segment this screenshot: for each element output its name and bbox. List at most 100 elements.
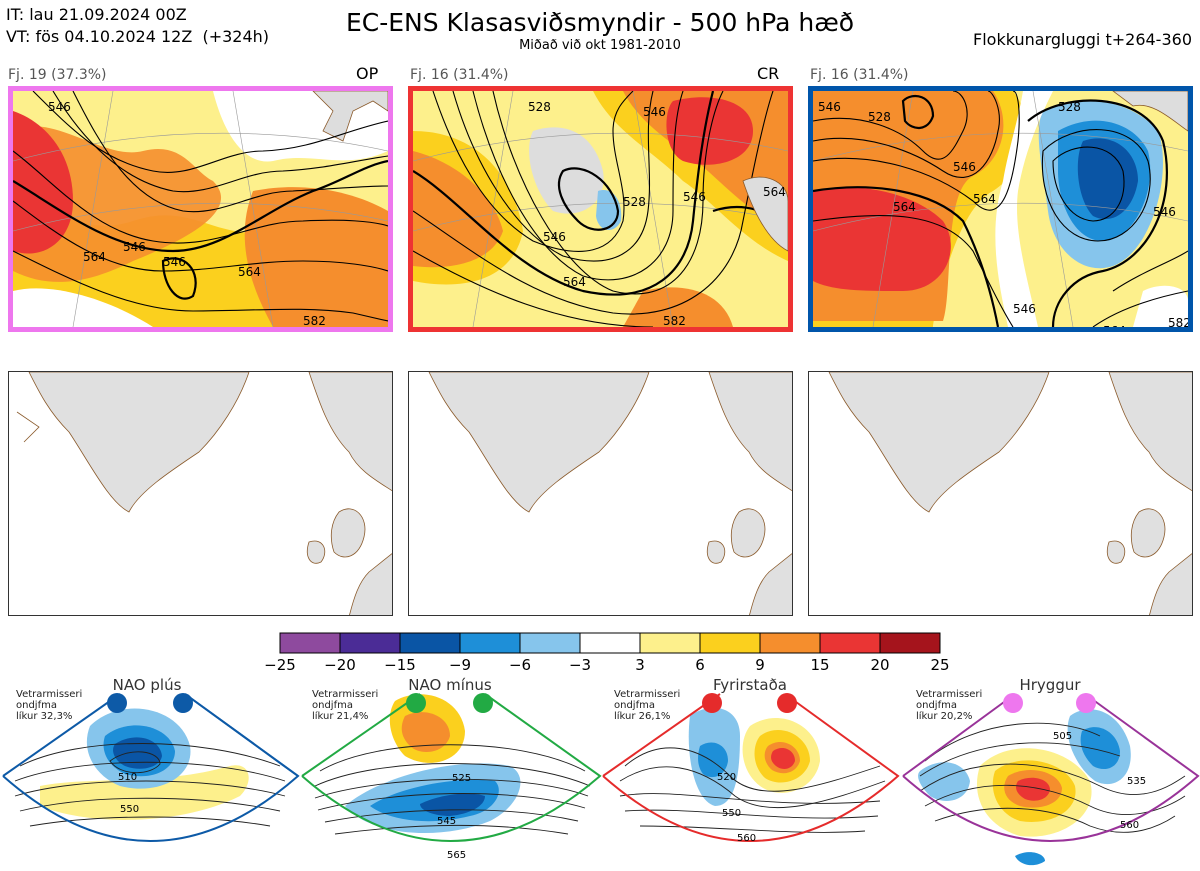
contour-label: 528 (528, 100, 551, 114)
cluster-1-label: Fj. 19 (37.3%) (8, 67, 107, 83)
colorbar-tick-label: −3 (568, 656, 592, 674)
contour-label: 564 (973, 192, 996, 206)
regime-contour-label: 565 (447, 850, 466, 861)
regime-map-block: 520 550 560 (602, 693, 900, 844)
colorbar (279, 632, 941, 654)
contour-label: 546 (643, 105, 666, 119)
colorbar-cell (759, 632, 821, 654)
regime-map-nao-plus: 510 550 (2, 693, 300, 842)
colorbar-cell (279, 632, 341, 654)
colorbar-tick-label: 3 (635, 656, 645, 674)
regime-probability: líkur 21,4% (312, 711, 369, 722)
regime-title-block: Fyrirstaða (713, 676, 787, 694)
colorbar-cell (639, 632, 701, 654)
empty-map-1 (8, 371, 393, 616)
regime-note-nao-plus: Vetrarmisseri ondjfma líkur 32,3% (16, 689, 82, 722)
contour-label: 582 (1168, 316, 1188, 327)
colorbar-cell (699, 632, 761, 654)
regime-contour-label: 505 (1053, 731, 1072, 742)
regime-title-nao-minus: NAO mínus (408, 676, 492, 694)
colorbar-tick-label: 9 (755, 656, 765, 674)
regime-note-ridge: Vetrarmisseri ondjfma líkur 20,2% (916, 689, 982, 722)
cluster-1-tag: OP (356, 64, 379, 83)
contour-label: 546 (123, 240, 146, 254)
regime-probability: líkur 32,3% (16, 711, 73, 722)
contour-label: 546 (48, 100, 71, 114)
regime-title-ridge: Hryggur (1019, 676, 1081, 694)
regime-months: ondjfma (916, 700, 957, 711)
regime-contour-label: 560 (1120, 820, 1139, 831)
regime-months: ondjfma (614, 700, 655, 711)
cluster-map-3: 546 528 546 564 564 528 546 546 564 582 (808, 86, 1193, 332)
colorbar-cell (459, 632, 521, 654)
contour-label: 528 (868, 110, 891, 124)
regime-contour-label: 550 (120, 804, 139, 815)
cluster-2-label: Fj. 16 (31.4%) (410, 67, 509, 83)
regime-probability: líkur 20,2% (916, 711, 973, 722)
regime-months: ondjfma (16, 700, 57, 711)
regime-season: Vetrarmisseri (312, 689, 379, 700)
contour-label: 546 (543, 230, 566, 244)
cluster-window: Flokkunargluggi t+264-360 (973, 30, 1192, 49)
contour-label: 546 (953, 160, 976, 174)
empty-map-3 (808, 371, 1193, 616)
contour-label: 564 (893, 200, 916, 214)
regime-season: Vetrarmisseri (16, 689, 83, 700)
regime-title-nao-plus: NAO plús (112, 676, 182, 694)
regime-note-block: Vetrarmisseri ondjfma líkur 26,1% (614, 689, 680, 722)
colorbar-cell (399, 632, 461, 654)
contour-label: 546 (1013, 302, 1036, 316)
header-dates: IT: lau 21.09.2024 00Z VT: fös 04.10.2024… (6, 4, 269, 48)
regime-map-ridge: 505 535 560 (902, 693, 1200, 866)
contour-label: 546 (683, 190, 706, 204)
contour-label: 528 (1058, 100, 1081, 114)
regime-contour-label: 510 (118, 772, 137, 783)
regime-map-nao-minus: 525 545 565 (301, 693, 602, 861)
empty-map-2 (408, 371, 793, 616)
colorbar-tick-label: 6 (695, 656, 705, 674)
contour-label: 564 (1103, 324, 1126, 327)
page-subtitle: Miðað við okt 1981-2010 (519, 38, 681, 53)
contour-label: 582 (303, 314, 326, 327)
regime-contour-label: 525 (452, 773, 471, 784)
regime-season: Vetrarmisseri (916, 689, 983, 700)
regime-months: ondjfma (312, 700, 353, 711)
regime-maps: 510 550 525 545 565 (2, 693, 1200, 866)
colorbar-tick-label: −20 (324, 656, 356, 674)
cluster-map-2: 528 546 546 528 564 546 564 582 (408, 86, 793, 332)
contour-label: 546 (1153, 205, 1176, 219)
contour-label: 546 (818, 100, 841, 114)
contour-label: 582 (663, 314, 686, 327)
colorbar-tick-label: −25 (264, 656, 296, 674)
regime-season: Vetrarmisseri (614, 689, 681, 700)
cluster-map-1: 546 546 546 564 564 582 (8, 86, 393, 332)
regime-contour-label: 545 (437, 816, 456, 827)
colorbar-cell (579, 632, 641, 654)
regime-note-nao-minus: Vetrarmisseri ondjfma líkur 21,4% (312, 689, 378, 722)
colorbar-cell (339, 632, 401, 654)
contour-label: 564 (238, 265, 261, 279)
cluster-2-tag: CR (757, 64, 780, 83)
colorbar-tick-label: 25 (930, 656, 950, 674)
contour-label: 528 (623, 195, 646, 209)
valid-time: VT: fös 04.10.2024 12Z (+324h) (6, 27, 270, 46)
colorbar-cell (879, 632, 941, 654)
regime-contour-label: 560 (737, 833, 756, 844)
colorbar-tick-label: −9 (448, 656, 472, 674)
regime-contour-label: 550 (722, 808, 741, 819)
regime-contour-label: 520 (717, 772, 736, 783)
page-title: EC-ENS Klasasviðsmyndir - 500 hPa hæð (345, 8, 855, 37)
colorbar-tick-label: 20 (870, 656, 890, 674)
colorbar-cell (819, 632, 881, 654)
regime-probability: líkur 26,1% (614, 711, 671, 722)
init-time: IT: lau 21.09.2024 00Z (6, 5, 187, 24)
contour-label: 564 (763, 185, 786, 199)
regime-contour-label: 535 (1127, 776, 1146, 787)
contour-label: 564 (563, 275, 586, 289)
contour-label: 546 (163, 255, 186, 269)
cluster-3-label: Fj. 16 (31.4%) (810, 67, 909, 83)
colorbar-tick-label: −15 (384, 656, 416, 674)
contour-label: 564 (83, 250, 106, 264)
colorbar-cell (519, 632, 581, 654)
colorbar-tick-label: −6 (508, 656, 532, 674)
